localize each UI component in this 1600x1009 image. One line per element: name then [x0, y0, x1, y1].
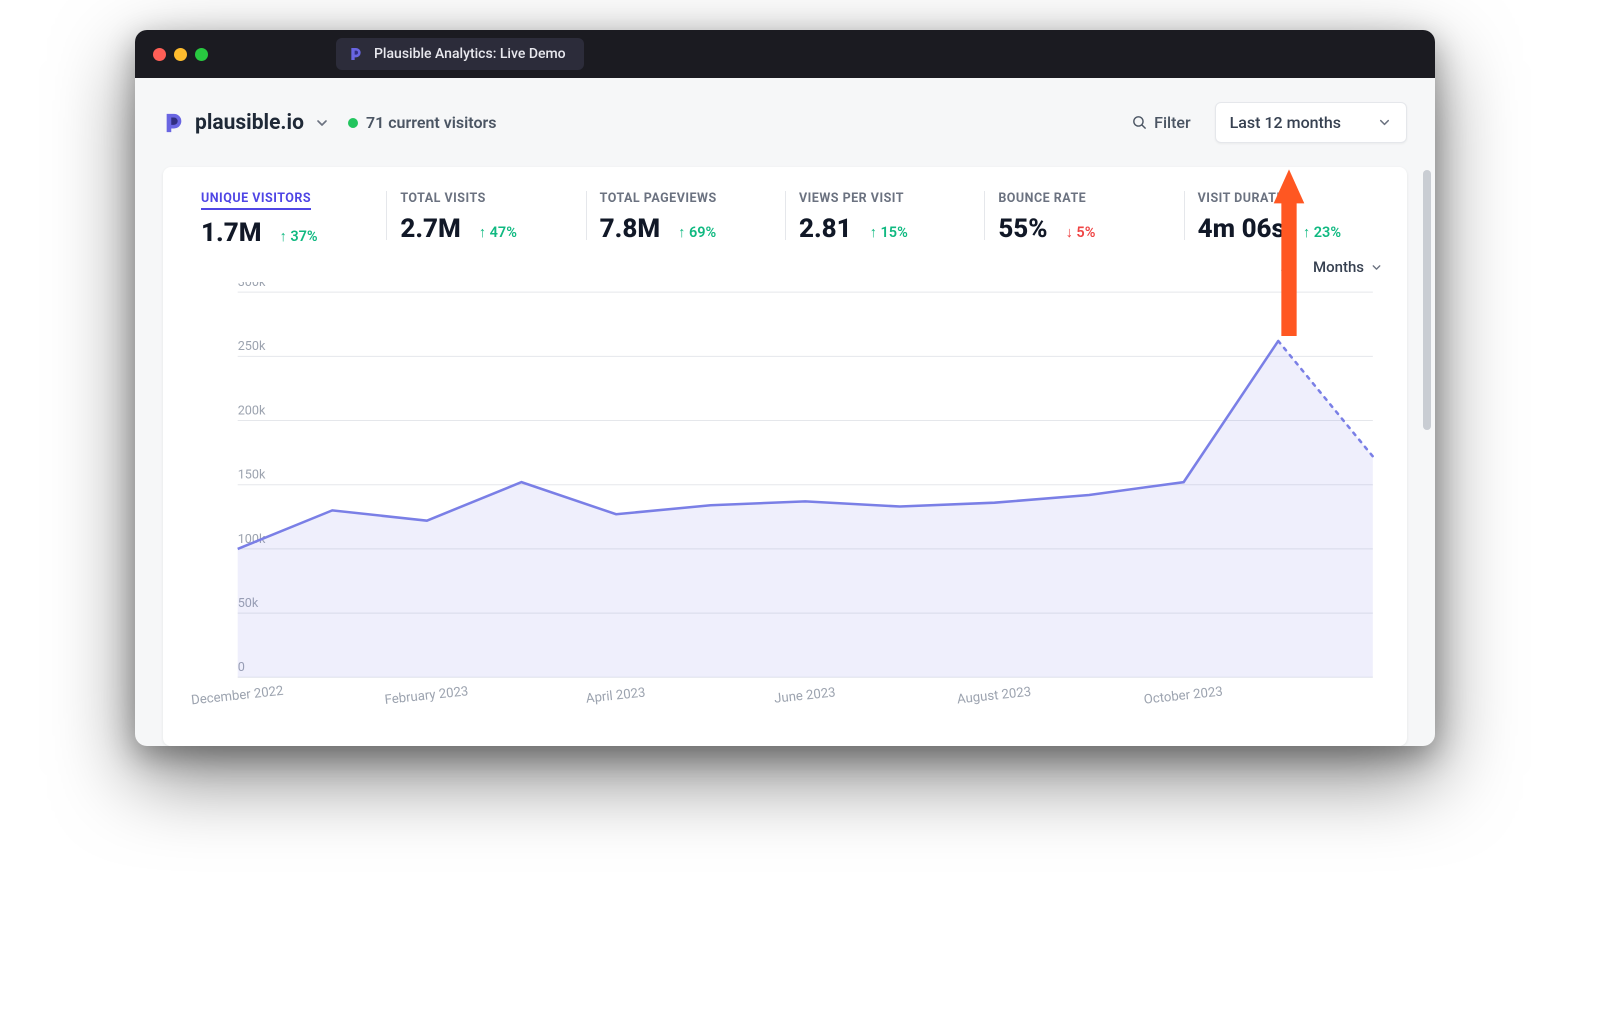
scrollbar[interactable]: [1423, 170, 1431, 430]
maximize-button[interactable]: [195, 48, 208, 61]
browser-window: Plausible Analytics: Live Demo plausible…: [135, 30, 1435, 746]
svg-text:August 2023: August 2023: [956, 685, 1032, 708]
chevron-down-icon: [1370, 261, 1383, 274]
live-indicator-icon: [348, 118, 358, 128]
download-icon: [1279, 256, 1297, 274]
site-logo-icon: [163, 112, 185, 134]
download-button[interactable]: [1279, 256, 1297, 278]
stat-visit-duration[interactable]: VISIT DURATION 4m 06s ↑ 23%: [1184, 187, 1383, 244]
svg-text:200k: 200k: [238, 403, 266, 418]
svg-text:June 2023: June 2023: [773, 685, 836, 706]
stat-change: ↑ 15%: [870, 224, 908, 241]
stat-change: ↑ 69%: [678, 224, 716, 241]
svg-text:February 2023: February 2023: [384, 684, 469, 708]
svg-text:April 2023: April 2023: [585, 686, 646, 707]
stats-card: UNIQUE VISITORS 1.7M ↑ 37% TOTAL VISITS 2.7M…: [163, 167, 1407, 746]
close-button[interactable]: [153, 48, 166, 61]
filter-label: Filter: [1154, 113, 1191, 132]
browser-tab[interactable]: Plausible Analytics: Live Demo: [336, 38, 584, 70]
site-picker[interactable]: plausible.io: [163, 111, 330, 135]
stat-value: 55%: [998, 214, 1047, 244]
site-name: plausible.io: [195, 111, 304, 135]
svg-text:October 2023: October 2023: [1143, 684, 1223, 707]
stat-label: VISIT DURATION: [1198, 191, 1299, 206]
stats-row: UNIQUE VISITORS 1.7M ↑ 37% TOTAL VISITS 2.7M…: [187, 187, 1383, 248]
svg-text:December 2022: December 2022: [190, 684, 284, 709]
stat-change: ↑ 23%: [1303, 224, 1341, 241]
chevron-down-icon: [1377, 115, 1392, 130]
stat-change: ↑ 37%: [279, 228, 317, 245]
stat-unique-visitors[interactable]: UNIQUE VISITORS 1.7M ↑ 37%: [187, 187, 386, 248]
stat-label: VIEWS PER VISIT: [799, 191, 904, 206]
search-icon: [1131, 114, 1148, 131]
stat-label: BOUNCE RATE: [998, 191, 1086, 206]
page-content: plausible.io 71 current visitors Filter …: [135, 78, 1435, 746]
stat-label: TOTAL VISITS: [400, 191, 486, 206]
current-visitors[interactable]: 71 current visitors: [348, 113, 497, 132]
tab-title: Plausible Analytics: Live Demo: [374, 46, 566, 62]
date-range-label: Last 12 months: [1230, 113, 1341, 132]
interval-label: Months: [1313, 258, 1364, 276]
svg-text:150k: 150k: [238, 468, 266, 483]
stat-value: 2.81: [799, 214, 852, 244]
stat-value: 1.7M: [201, 218, 261, 248]
minimize-button[interactable]: [174, 48, 187, 61]
filter-button[interactable]: Filter: [1121, 107, 1201, 138]
stat-change: ↑ 47%: [479, 224, 517, 241]
dashboard-header: plausible.io 71 current visitors Filter …: [163, 102, 1407, 143]
chart-svg: 050k100k150k200k250k300kDecember 2022Feb…: [187, 282, 1383, 728]
svg-text:250k: 250k: [238, 339, 266, 354]
title-bar: Plausible Analytics: Live Demo: [135, 30, 1435, 78]
favicon-icon: [348, 46, 364, 62]
stat-label: UNIQUE VISITORS: [201, 191, 311, 210]
date-range-picker[interactable]: Last 12 months: [1215, 102, 1407, 143]
stat-label: TOTAL PAGEVIEWS: [600, 191, 717, 206]
stat-change: ↓ 5%: [1066, 224, 1096, 241]
svg-text:300k: 300k: [238, 282, 266, 290]
stat-views-per-visit[interactable]: VIEWS PER VISIT 2.81 ↑ 15%: [785, 187, 984, 244]
stat-total-pageviews[interactable]: TOTAL PAGEVIEWS 7.8M ↑ 69%: [586, 187, 785, 244]
visitors-chart: 050k100k150k200k250k300kDecember 2022Feb…: [187, 282, 1383, 728]
stat-value: 2.7M: [400, 214, 460, 244]
chevron-down-icon: [314, 115, 330, 131]
stat-bounce-rate[interactable]: BOUNCE RATE 55% ↓ 5%: [984, 187, 1183, 244]
stat-value: 4m 06s: [1198, 214, 1285, 244]
current-visitors-label: 71 current visitors: [366, 113, 497, 132]
chart-tools: Months: [187, 256, 1383, 278]
interval-picker[interactable]: Months: [1313, 258, 1383, 276]
stat-total-visits[interactable]: TOTAL VISITS 2.7M ↑ 47%: [386, 187, 585, 244]
stat-value: 7.8M: [600, 214, 660, 244]
traffic-lights: [153, 48, 208, 61]
